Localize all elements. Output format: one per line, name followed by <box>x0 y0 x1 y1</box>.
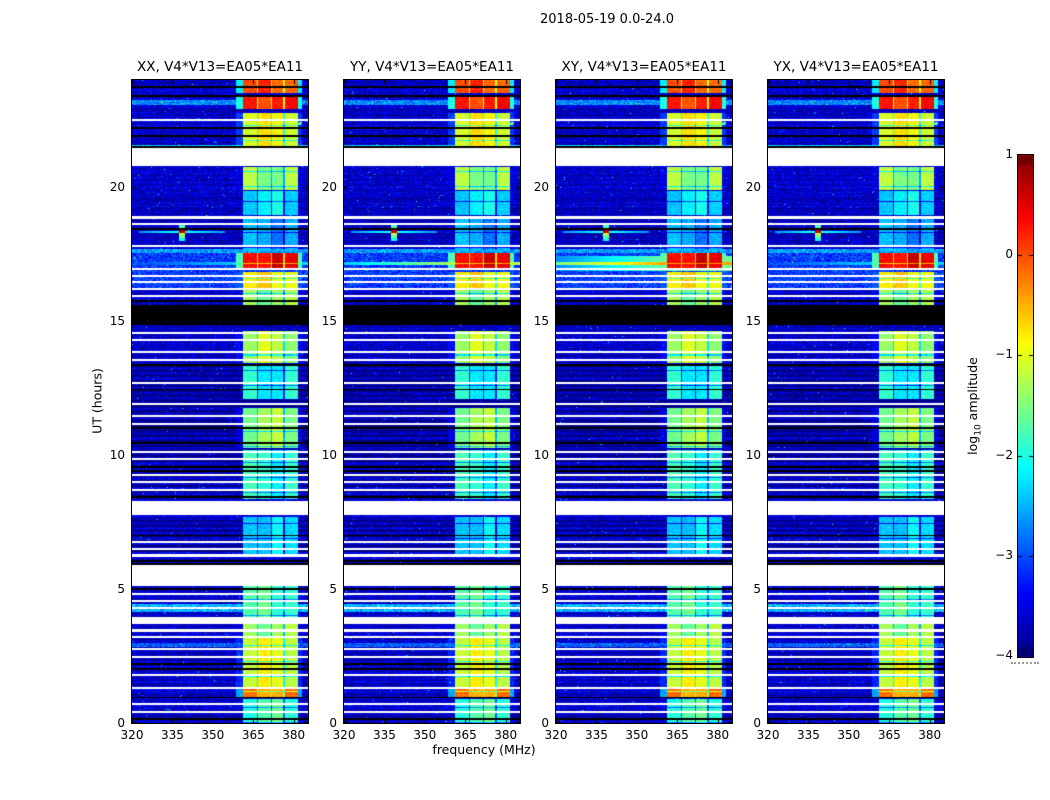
y-tick-label: 20 <box>109 180 125 195</box>
x-tick-label: 320 <box>544 728 568 742</box>
y-tick-label: 15 <box>321 314 337 329</box>
x-tick-label: 335 <box>796 728 820 742</box>
colorbar-tick-label: −2 <box>995 448 1013 462</box>
y-tick-label: 10 <box>745 448 761 463</box>
y-tick-label: 5 <box>753 582 761 597</box>
x-tick-label: 335 <box>372 728 396 742</box>
y-tick-label: 0 <box>541 716 549 730</box>
x-tick-label: 320 <box>120 728 144 742</box>
x-axis-label: frequency (MHz) <box>432 742 536 757</box>
x-tick-label: 380 <box>494 728 518 742</box>
x-tick-label: 365 <box>241 728 265 742</box>
colorbar-tick-label: −3 <box>995 548 1013 562</box>
x-tick-label: 365 <box>453 728 477 742</box>
x-tick-label: 380 <box>706 728 730 742</box>
y-tick-label: 5 <box>117 582 125 597</box>
panel-title-1: YY, V4*V13=EA05*EA11 <box>349 59 515 75</box>
y-tick-label: 20 <box>745 180 761 195</box>
x-tick-label: 350 <box>837 728 861 742</box>
x-tick-label: 320 <box>756 728 780 742</box>
y-tick-label: 15 <box>533 314 549 329</box>
colorbar-tick-label: −1 <box>995 347 1013 361</box>
x-tick-label: 350 <box>201 728 225 742</box>
colorbar-tick-label: 0 <box>1005 247 1013 261</box>
y-tick-label: 20 <box>533 180 549 195</box>
x-tick-label: 380 <box>282 728 306 742</box>
spectrogram-panel-0 <box>131 79 309 724</box>
y-axis-label: UT (hours) <box>89 368 105 434</box>
spectrogram-panel-3 <box>767 79 945 724</box>
x-tick-label: 335 <box>160 728 184 742</box>
colorbar-tick-label: −4 <box>995 648 1013 662</box>
y-tick-label: 0 <box>329 716 337 730</box>
y-tick-label: 10 <box>533 448 549 463</box>
x-tick-label: 365 <box>877 728 901 742</box>
figure-title: 2018-05-19 0.0-24.0 <box>540 12 674 27</box>
panel-title-2: XY, V4*V13=EA05*EA11 <box>561 59 727 75</box>
y-tick-label: 5 <box>541 582 549 597</box>
colorbar-extend-dots <box>1011 662 1039 664</box>
x-tick-label: 365 <box>665 728 689 742</box>
y-tick-label: 5 <box>329 582 337 597</box>
spectrogram-panel-1 <box>343 79 521 724</box>
y-tick-label: 10 <box>109 448 125 463</box>
y-tick-label: 15 <box>745 314 761 329</box>
spectrogram-panel-2 <box>555 79 733 724</box>
x-tick-label: 320 <box>332 728 356 742</box>
colorbar-label: log10 amplitude <box>964 357 984 455</box>
y-tick-label: 0 <box>117 716 125 730</box>
x-tick-label: 350 <box>625 728 649 742</box>
y-tick-label: 0 <box>753 716 761 730</box>
colorbar <box>1017 154 1034 658</box>
panel-title-0: XX, V4*V13=EA05*EA11 <box>136 59 304 75</box>
y-tick-label: 10 <box>321 448 337 463</box>
y-tick-label: 15 <box>109 314 125 329</box>
x-tick-label: 335 <box>584 728 608 742</box>
x-tick-label: 380 <box>918 728 942 742</box>
panel-title-3: YX, V4*V13=EA05*EA11 <box>773 59 939 75</box>
x-tick-label: 350 <box>413 728 437 742</box>
colorbar-tick-label: 1 <box>1005 147 1013 161</box>
y-tick-label: 20 <box>321 180 337 195</box>
